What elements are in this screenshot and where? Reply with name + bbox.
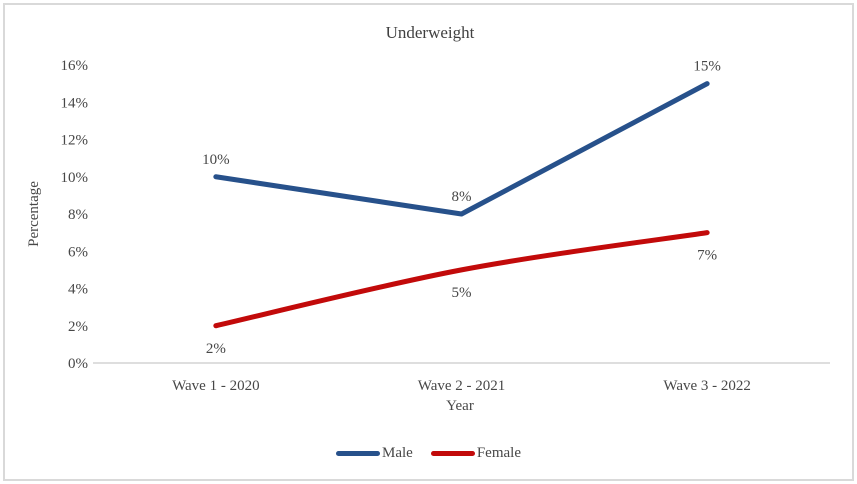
data-label-male: 10% xyxy=(202,152,230,168)
x-category-label: Wave 1 - 2020 xyxy=(172,378,260,394)
x-axis-title: Year xyxy=(446,398,474,414)
y-tick-label: 14% xyxy=(61,95,89,111)
legend-swatch-female xyxy=(430,450,475,456)
series-line-female xyxy=(213,230,710,329)
chart-title: Underweight xyxy=(386,23,475,42)
y-tick-label: 16% xyxy=(61,58,89,74)
data-label-female: 7% xyxy=(697,248,717,264)
y-tick-label: 0% xyxy=(68,356,88,372)
x-category-label: Wave 2 - 2021 xyxy=(418,378,506,394)
y-tick-label: 2% xyxy=(68,319,88,335)
y-tick-label: 12% xyxy=(61,133,89,149)
legend-swatch-male xyxy=(336,450,380,456)
data-label-male: 15% xyxy=(693,59,721,75)
y-tick-label: 6% xyxy=(68,244,88,260)
legend-item-female: Female xyxy=(430,444,521,461)
data-label-male: 8% xyxy=(452,189,472,205)
legend: Male Female xyxy=(0,442,857,464)
x-category-label: Wave 3 - 2022 xyxy=(663,378,751,394)
y-tick-label: 4% xyxy=(68,282,88,298)
legend-label: Female xyxy=(476,444,521,461)
series-line-male xyxy=(213,81,710,217)
y-tick-label: 8% xyxy=(68,207,88,223)
legend-label: Male xyxy=(382,444,413,461)
plot-area: 0% 2% 4% 6% 8% 10% 12% 14% 16% Wave 1 - 2020 Wave … xyxy=(61,58,830,394)
legend-item-male: Male xyxy=(336,444,413,461)
data-label-female: 2% xyxy=(206,341,226,357)
data-label-female: 5% xyxy=(452,285,472,301)
y-axis-title: Percentage xyxy=(26,181,42,247)
y-tick-label: 10% xyxy=(61,170,89,186)
